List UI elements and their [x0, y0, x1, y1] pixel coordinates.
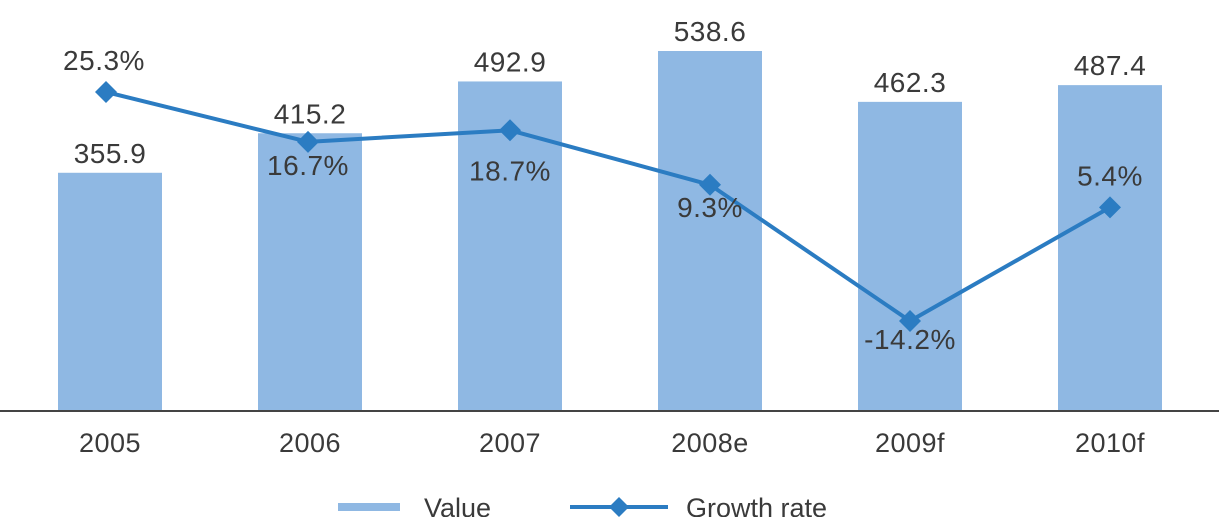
legend-swatch-growth-marker — [609, 497, 629, 517]
bar-2009f — [858, 101, 962, 410]
category-label-2009f: 2009f — [875, 428, 945, 458]
growth-rate-line — [105, 90, 1111, 323]
category-label-2010f: 2010f — [1075, 428, 1145, 458]
growth-rate-label-2010f: 5.4% — [1077, 160, 1143, 191]
bar-2006 — [258, 133, 362, 410]
category-labels: 2005 2006 2007 2008e 2009f 2010f — [79, 428, 1145, 458]
bar-value-label-2010f: 487.4 — [1074, 50, 1147, 81]
bar-value-label-2006: 415.2 — [274, 98, 347, 129]
growth-rate-label-2006: 16.7% — [267, 150, 349, 181]
growth-point-2006 — [297, 130, 319, 153]
growth-point-2007 — [499, 119, 521, 142]
legend-label-growth-rate: Growth rate — [686, 493, 827, 517]
growth-point-2009f — [899, 310, 921, 332]
bar-value-label-2008e: 538.6 — [674, 16, 747, 47]
legend: Value Growth rate — [338, 493, 827, 517]
growth-line-layer — [95, 81, 1121, 332]
growth-rate-label-2008e: 9.3% — [677, 192, 743, 223]
bar-value-label-2009f: 462.3 — [874, 67, 947, 98]
bar-2005 — [58, 172, 162, 410]
growth-rate-label-2007: 18.7% — [469, 155, 551, 186]
bar-2010f — [1058, 85, 1162, 410]
bar-value-label-2005: 355.9 — [74, 138, 147, 169]
growth-rate-label-2005: 25.3% — [63, 45, 145, 76]
growth-point-2008e — [699, 173, 721, 196]
category-label-2006: 2006 — [279, 428, 341, 458]
growth-point-2005 — [95, 81, 117, 103]
category-label-2005: 2005 — [79, 428, 141, 458]
growth-rate-labels: 25.3% 16.7% 18.7% 9.3% -14.2% 5.4% — [63, 45, 1143, 355]
bars-layer — [58, 51, 1162, 411]
growth-rate-label-2009f: -14.2% — [864, 324, 956, 355]
category-label-2007: 2007 — [479, 428, 541, 458]
category-label-2008e: 2008e — [671, 428, 749, 458]
bar-2008e — [658, 51, 762, 410]
growth-point-2010f — [1099, 196, 1121, 219]
legend-label-value: Value — [424, 493, 491, 517]
bar-value-labels: 355.9 415.2 492.9 538.6 462.3 487.4 — [74, 16, 1147, 169]
bar-value-label-2007: 492.9 — [474, 46, 547, 77]
